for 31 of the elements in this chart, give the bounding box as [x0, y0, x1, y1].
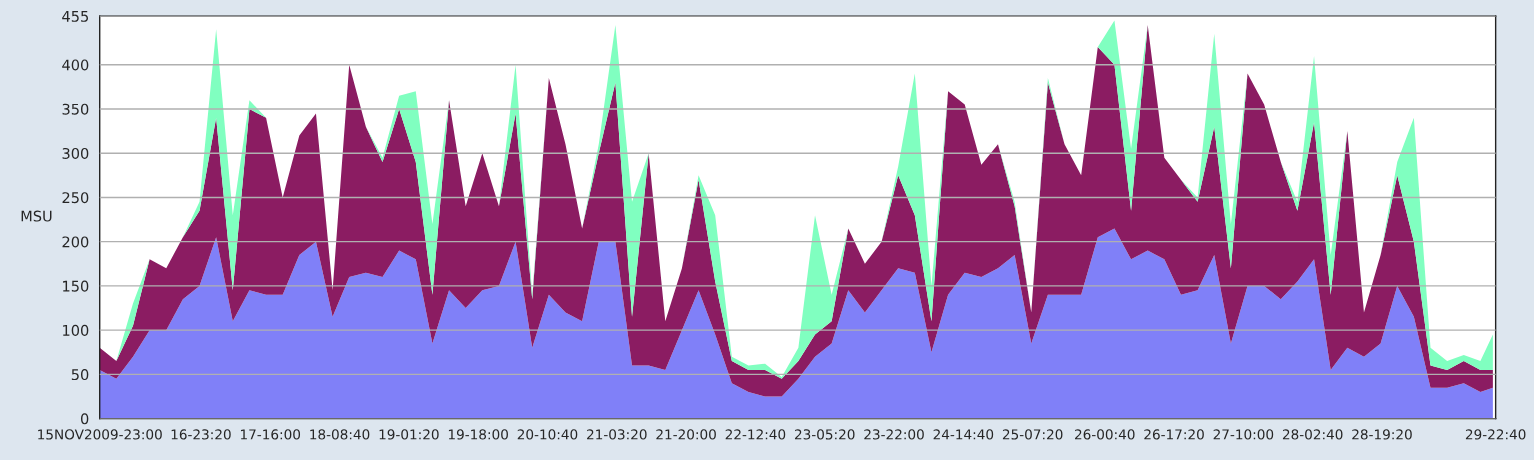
y-axis-title: MSU	[21, 210, 52, 222]
x-tick-label: 24-14:40	[933, 429, 994, 440]
y-tick-label: 0	[80, 413, 89, 425]
x-tick-label: 17-16:00	[240, 429, 301, 440]
x-tick-label: 16-23:20	[171, 429, 231, 440]
y-tick-label: 150	[63, 280, 89, 292]
x-tick-label: 25-07:20	[1002, 429, 1063, 440]
y-tick-label: 300	[62, 147, 89, 159]
y-tick-label: 350	[62, 103, 89, 115]
x-tick-label: 22-12:40	[725, 429, 786, 440]
y-tick-label: 455	[62, 11, 89, 22]
y-tick-label: 200	[62, 236, 89, 248]
x-tick-label: 23-22:00	[864, 429, 924, 440]
x-tick-label: 28-19:20	[1352, 429, 1412, 440]
x-tick-label: 28-02:40	[1282, 429, 1343, 440]
y-tick-label: 50	[71, 369, 89, 381]
x-tick-label: 21-20:00	[656, 429, 716, 440]
x-tick-label: 20-10:40	[517, 429, 578, 440]
x-tick-label: 18-08:40	[310, 429, 370, 440]
x-tick-label: 26-00:40	[1075, 429, 1135, 440]
y-tick-label: 400	[62, 59, 89, 71]
x-tick-label: 19-01:20	[379, 429, 439, 440]
x-tick-label: 19-18:00	[448, 429, 508, 440]
x-tick-label: 15NOV2009-23:00	[38, 429, 162, 440]
y-tick-label: 250	[62, 192, 89, 204]
x-tick-label: 26-17:20	[1144, 429, 1204, 440]
x-tick-label: 29-22:40	[1465, 429, 1526, 440]
x-tick-label: 27-10:00	[1213, 429, 1274, 440]
y-tick-label: 100	[63, 324, 89, 336]
x-tick-label: 23-05:20	[794, 429, 855, 440]
x-tick-label: 21-03:20	[587, 429, 647, 440]
